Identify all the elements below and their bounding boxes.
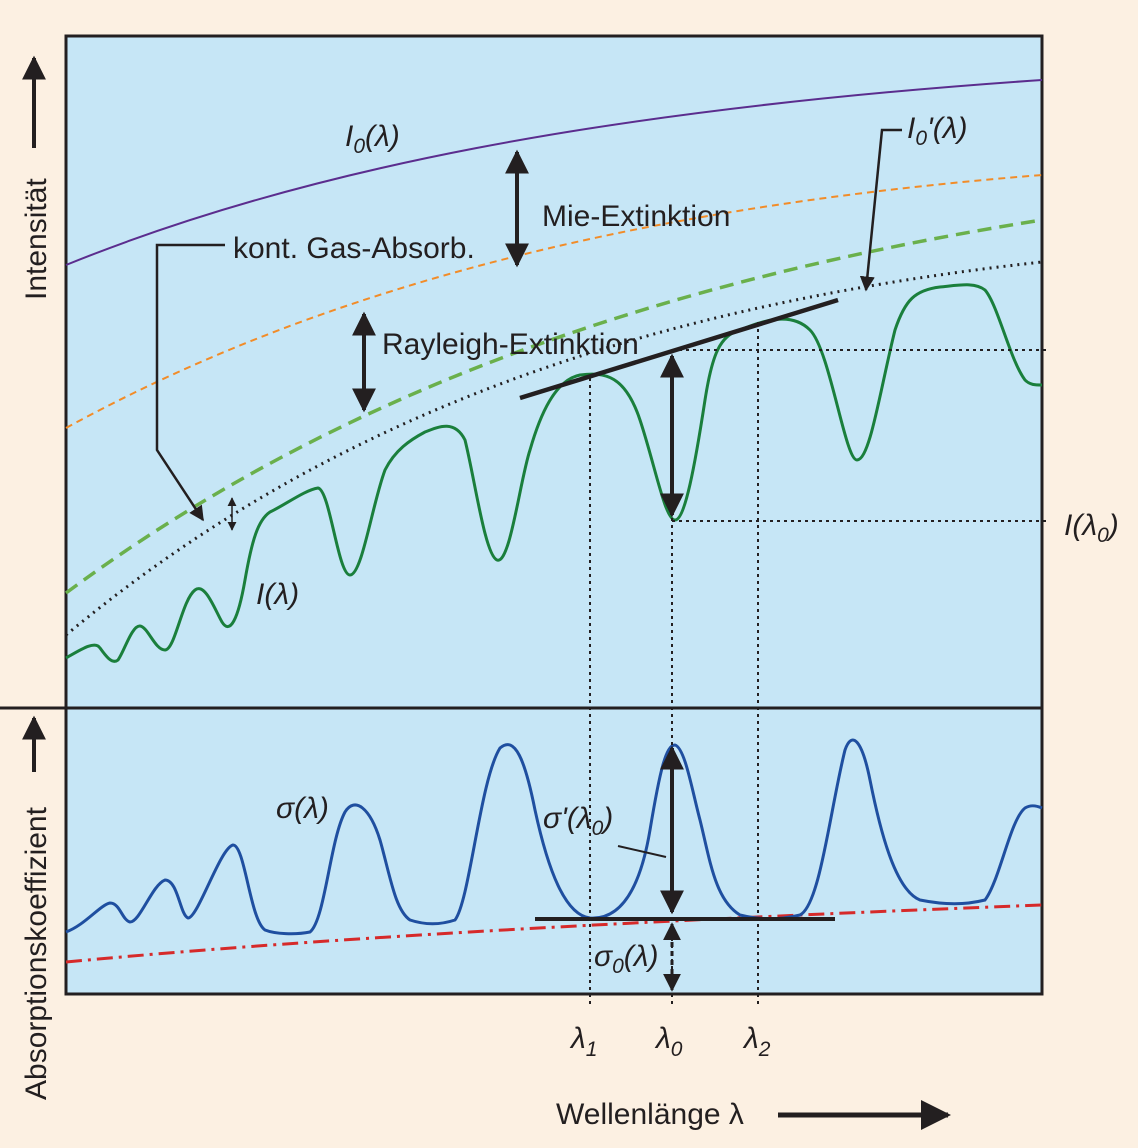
I0-label: I0(λ) (345, 120, 400, 158)
I0-prime-curve (65, 260, 1043, 637)
upper-panel (66, 36, 1042, 708)
y-upper-axis-label: Intensität (20, 178, 53, 300)
I0-prime-label: I0'(λ) (907, 112, 968, 150)
sigma-prime-label: σ'(λ0) (543, 802, 613, 840)
I0-prime-leader (859, 128, 902, 292)
mie-curve (65, 174, 1043, 429)
y-lower-axis-label: Absorptionskoeffizient (20, 806, 53, 1100)
rayleigh-extinktion-label: Rayleigh-Extinktion (382, 328, 639, 361)
plot-frame (64, 34, 1044, 996)
lower-panel (66, 708, 1042, 994)
rayleigh-curve (64, 218, 1043, 595)
gas-absorb-label: kont. Gas-Absorb. (233, 232, 475, 265)
sigma0-label: σ0(λ) (594, 940, 659, 978)
sigma0-curve (65, 903, 1043, 964)
lambda0-label: λ0 (654, 1022, 683, 1061)
sigma-curve (65, 738, 1043, 936)
sigma-prime-leader (617, 845, 667, 858)
lambda2-label: λ2 (742, 1022, 771, 1061)
sigma-label: σ(λ) (276, 792, 329, 825)
I-lambda-label: I(λ) (256, 578, 299, 611)
mie-extinktion-label: Mie-Extinktion (542, 200, 730, 233)
x-axis-label: Wellenlänge λ (556, 1098, 744, 1131)
I-lambda-curve (65, 283, 1043, 663)
I-lambda0-label: I(λ0) (1064, 509, 1119, 547)
lambda1-label: λ1 (569, 1022, 597, 1061)
I0-curve (65, 79, 1043, 266)
gas-leader (155, 243, 225, 522)
